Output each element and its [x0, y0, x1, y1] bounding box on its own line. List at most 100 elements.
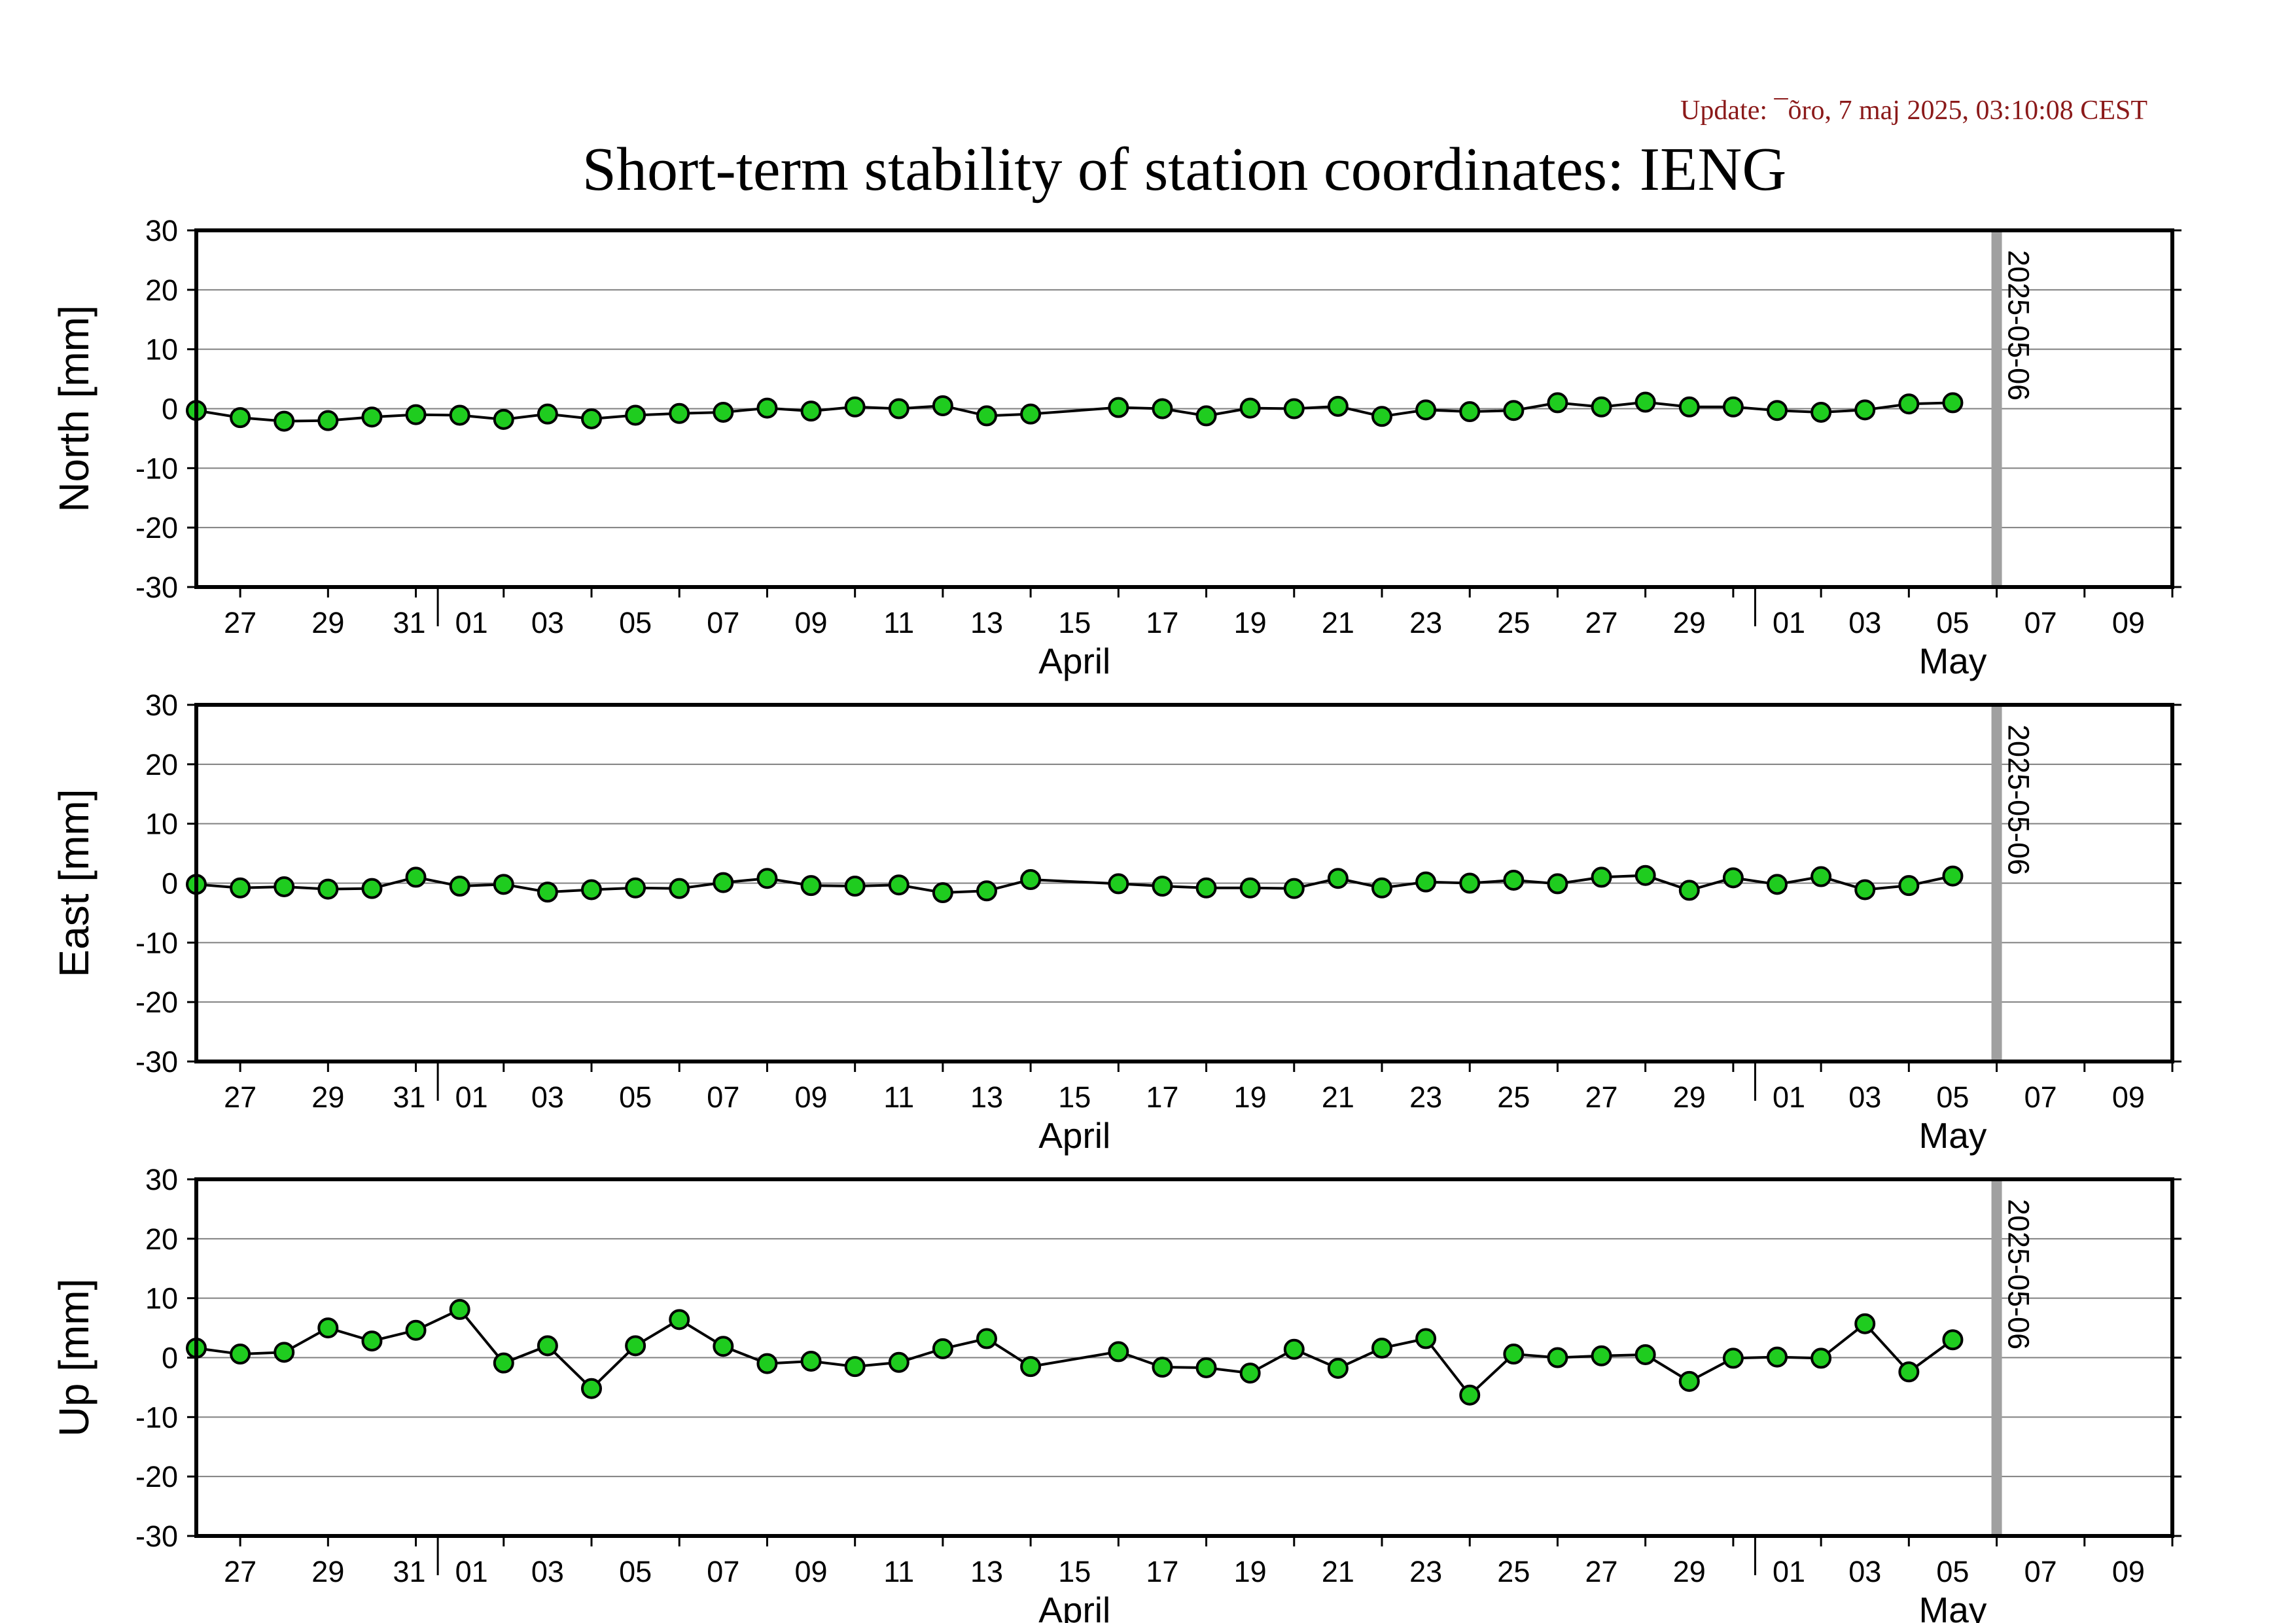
data-point [274, 1342, 295, 1363]
y-tick-label: 0 [162, 393, 178, 426]
y-tick-label: 30 [145, 1163, 178, 1196]
data-point [1547, 1347, 1568, 1368]
x-tick-label: 03 [531, 1080, 564, 1114]
x-tick-label: 27 [224, 1555, 256, 1588]
data-point [625, 404, 646, 426]
x-tick-label: 11 [883, 1555, 914, 1588]
y-tick-label: -10 [135, 926, 178, 959]
y-tick-label: -30 [135, 571, 178, 604]
data-point [756, 1353, 778, 1374]
month-label: April [1038, 641, 1110, 681]
x-tick-label: 15 [1058, 606, 1091, 639]
y-tick-label: 20 [145, 748, 178, 781]
data-point [1722, 1347, 1744, 1369]
data-point [1678, 396, 1700, 418]
data-point [493, 1352, 514, 1374]
x-tick-label: 03 [531, 606, 564, 639]
y-axis-label: East [mm] [50, 789, 97, 977]
data-point [713, 401, 734, 423]
x-tick-label: 19 [1234, 1080, 1267, 1114]
x-tick-label: 13 [970, 606, 1003, 639]
data-point [581, 879, 602, 901]
data-point [1415, 1328, 1437, 1349]
data-point [1591, 866, 1612, 888]
data-point [537, 882, 558, 903]
data-point [1371, 877, 1392, 899]
series-line [196, 401, 1953, 423]
x-tick-label: 01 [455, 606, 488, 639]
x-tick-label: 29 [1673, 606, 1706, 639]
x-tick-label: 09 [2112, 1555, 2145, 1588]
x-tick-label: 07 [2024, 606, 2057, 639]
x-tick-label: 09 [795, 1080, 828, 1114]
data-point [1371, 406, 1392, 427]
y-tick-label: 20 [145, 274, 178, 307]
data-point [1415, 871, 1437, 893]
data-point [713, 1336, 734, 1357]
y-tick-label: 10 [145, 1282, 178, 1315]
data-point [1020, 403, 1042, 425]
x-tick-label: 27 [224, 1080, 256, 1114]
data-point [1898, 875, 1920, 897]
data-point [976, 1328, 997, 1349]
data-point [1898, 393, 1920, 415]
data-point [1810, 866, 1832, 887]
data-point [1678, 1370, 1700, 1392]
current-date-label: 2025-05-06 [2002, 250, 2036, 401]
y-tick-label: 10 [145, 333, 178, 366]
y-tick-label: -20 [135, 511, 178, 544]
data-point [800, 875, 822, 897]
data-point [1020, 1356, 1042, 1378]
x-tick-label: 19 [1234, 1555, 1267, 1588]
data-point [1503, 869, 1525, 891]
x-tick-label: 19 [1234, 606, 1267, 639]
y-tick-label: -10 [135, 452, 178, 485]
data-point [1239, 877, 1261, 899]
x-tick-label: 05 [1936, 606, 1969, 639]
data-point [932, 1338, 953, 1359]
data-point [317, 410, 339, 431]
x-tick-label: 25 [1497, 1080, 1530, 1114]
x-tick-label: 15 [1058, 1555, 1091, 1588]
y-tick-label: -30 [135, 1520, 178, 1553]
x-tick-label: 27 [1585, 1080, 1618, 1114]
data-point [1459, 401, 1481, 423]
y-tick-label: 0 [162, 867, 178, 901]
x-tick-label: 05 [1936, 1080, 1969, 1114]
data-point [1371, 1337, 1392, 1359]
x-tick-label: 23 [1409, 1555, 1442, 1588]
data-point [1722, 396, 1744, 418]
data-point [1152, 1357, 1173, 1378]
data-point [1108, 873, 1129, 895]
series-line [196, 1308, 1954, 1397]
data-point [1722, 867, 1744, 889]
x-tick-label: 15 [1058, 1080, 1091, 1114]
x-tick-label: 01 [1773, 1080, 1805, 1114]
data-point [493, 408, 514, 430]
y-tick-label: -30 [135, 1045, 178, 1079]
data-point [1108, 397, 1129, 418]
data-point [1459, 1384, 1481, 1406]
data-point [1195, 1357, 1217, 1378]
data-point [317, 878, 339, 900]
data-point [1591, 1345, 1612, 1366]
data-point [800, 1350, 822, 1372]
x-tick-label: 23 [1409, 1080, 1442, 1114]
month-label: May [1918, 1115, 1987, 1156]
data-point [449, 876, 470, 897]
data-point [1459, 872, 1481, 894]
x-tick-label: 13 [970, 1555, 1003, 1588]
x-tick-label: 21 [1322, 606, 1354, 639]
x-tick-label: 07 [2024, 1080, 2057, 1114]
x-tick-label: 07 [707, 1080, 739, 1114]
data-point [449, 404, 470, 426]
data-point [1942, 865, 1964, 887]
plot-frame [194, 228, 2174, 589]
plot-frame [194, 703, 2174, 1063]
data-point [274, 876, 295, 897]
data-point [1678, 880, 1700, 901]
x-tick-label: 27 [224, 606, 256, 639]
current-date-label: 2025-05-06 [2002, 1199, 2036, 1349]
data-point [1942, 1329, 1964, 1351]
